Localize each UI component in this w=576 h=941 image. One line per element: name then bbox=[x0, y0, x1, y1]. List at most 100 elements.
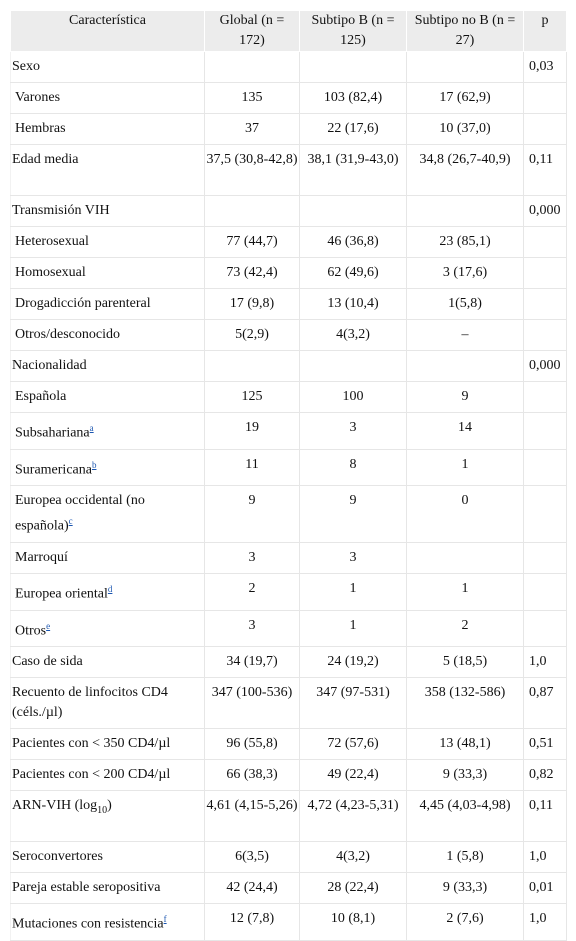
cell-subtype-b: 4(3,2) bbox=[299, 841, 407, 874]
table-row: Pacientes con < 200 CD4/µl 66 (38,3) 49 … bbox=[10, 759, 567, 792]
footnote-link[interactable]: e bbox=[46, 620, 51, 631]
cell-subtype-non-b: 4,45 (4,03-4,98) bbox=[406, 790, 524, 843]
cell-p-value bbox=[523, 226, 567, 258]
cell-global: 77 (44,7) bbox=[204, 226, 300, 258]
footnote-link[interactable]: d bbox=[107, 583, 113, 594]
table-row: Sexo 0,03 bbox=[10, 51, 567, 83]
row-label-text: Europea occidental (no española) bbox=[15, 493, 145, 534]
cell-subtype-b: 4,72 (4,23-5,31) bbox=[299, 790, 407, 843]
row-label: Otros/desconocido bbox=[10, 319, 205, 351]
footnote-link[interactable]: f bbox=[163, 914, 167, 925]
row-label: Pacientes con < 350 CD4/µl bbox=[10, 728, 205, 761]
cell-subtype-non-b: 1 (5,8) bbox=[406, 841, 524, 874]
cell-global: 3 bbox=[204, 542, 300, 574]
cell-subtype-b: 24 (19,2) bbox=[299, 646, 407, 679]
header-row: Característica Global (n = 172) Subtipo … bbox=[10, 10, 567, 52]
row-label: Hembras bbox=[10, 113, 205, 145]
table-row: Suramericanab 11 8 1 bbox=[10, 449, 567, 487]
row-label: Homosexual bbox=[10, 257, 205, 289]
cell-subtype-b: 10 (8,1) bbox=[299, 903, 407, 941]
footnote-link[interactable]: b bbox=[91, 459, 97, 470]
cell-subtype-b bbox=[299, 195, 407, 227]
row-label: Marroquí bbox=[10, 542, 205, 574]
cell-global: 37 bbox=[204, 113, 300, 145]
cell-subtype-b: 62 (49,6) bbox=[299, 257, 407, 289]
cell-global: 9 bbox=[204, 485, 300, 543]
cell-subtype-non-b bbox=[406, 51, 524, 83]
cell-p-value bbox=[523, 573, 567, 611]
cell-global: 11 bbox=[204, 449, 300, 487]
table-row: Pacientes con < 350 CD4/µl 96 (55,8) 72 … bbox=[10, 728, 567, 761]
cell-subtype-b: 9 bbox=[299, 485, 407, 543]
cell-p-value bbox=[523, 412, 567, 450]
cell-subtype-non-b: 2 bbox=[406, 610, 524, 648]
row-label: Edad media bbox=[10, 144, 205, 196]
table-row: Otrose 3 1 2 bbox=[10, 610, 567, 648]
cell-subtype-non-b: 358 (132-586) bbox=[406, 677, 524, 730]
cell-p-value: 0,82 bbox=[523, 759, 567, 792]
cell-global: 3 bbox=[204, 610, 300, 648]
cell-global: 17 (9,8) bbox=[204, 288, 300, 320]
table-row: Homosexual 73 (42,4) 62 (49,6) 3 (17,6) bbox=[10, 257, 567, 289]
cell-subtype-b: 103 (82,4) bbox=[299, 82, 407, 114]
table-row: Europea occidental (no española)c 9 9 0 bbox=[10, 485, 567, 543]
cell-subtype-non-b: 17 (62,9) bbox=[406, 82, 524, 114]
row-label: Seroconvertores bbox=[10, 841, 205, 874]
table-row: Pareja estable seropositiva 42 (24,4) 28… bbox=[10, 872, 567, 905]
cell-subtype-non-b: 23 (85,1) bbox=[406, 226, 524, 258]
cell-subtype-b: 49 (22,4) bbox=[299, 759, 407, 792]
cell-p-value: 0,51 bbox=[523, 728, 567, 761]
row-label: Varones bbox=[10, 82, 205, 114]
row-label: Suramericanab bbox=[10, 449, 205, 487]
table-row: Seroconvertores 6(3,5) 4(3,2) 1 (5,8) 1,… bbox=[10, 841, 567, 874]
cell-p-value: 0,000 bbox=[523, 350, 567, 382]
header-subtype-b: Subtipo B (n = 125) bbox=[299, 10, 407, 52]
table-row: Subsaharianaa 19 3 14 bbox=[10, 412, 567, 450]
cell-subtype-non-b: 1 bbox=[406, 449, 524, 487]
cell-subtype-non-b: – bbox=[406, 319, 524, 351]
cell-subtype-non-b: 34,8 (26,7-40,9) bbox=[406, 144, 524, 196]
cell-global: 42 (24,4) bbox=[204, 872, 300, 905]
table-row: Varones 135 103 (82,4) 17 (62,9) bbox=[10, 82, 567, 114]
cell-p-value bbox=[523, 288, 567, 320]
row-label-end: ) bbox=[107, 798, 112, 814]
cell-global: 12 (7,8) bbox=[204, 903, 300, 941]
row-label: Heterosexual bbox=[10, 226, 205, 258]
cell-subtype-b: 13 (10,4) bbox=[299, 288, 407, 320]
row-label: Otrose bbox=[10, 610, 205, 648]
table-row: Hembras 37 22 (17,6) 10 (37,0) bbox=[10, 113, 567, 145]
footnote-link[interactable]: c bbox=[68, 516, 73, 527]
row-label: Sexo bbox=[10, 51, 205, 83]
cell-subtype-b: 4(3,2) bbox=[299, 319, 407, 351]
cell-global: 347 (100-536) bbox=[204, 677, 300, 730]
cell-subtype-b: 22 (17,6) bbox=[299, 113, 407, 145]
cell-global: 135 bbox=[204, 82, 300, 114]
cell-subtype-non-b: 9 bbox=[406, 381, 524, 413]
cell-global: 125 bbox=[204, 381, 300, 413]
cell-subtype-non-b: 1 bbox=[406, 573, 524, 611]
table-row: Drogadicción parenteral 17 (9,8) 13 (10,… bbox=[10, 288, 567, 320]
table-row: Edad media 37,5 (30,8-42,8) 38,1 (31,9-4… bbox=[10, 144, 567, 196]
cell-global: 4,61 (4,15-5,26) bbox=[204, 790, 300, 843]
cell-p-value: 0,87 bbox=[523, 677, 567, 730]
row-label-text: Subsahariana bbox=[15, 425, 90, 441]
cell-global bbox=[204, 350, 300, 382]
header-characteristic: Característica bbox=[10, 10, 205, 52]
cell-global: 34 (19,7) bbox=[204, 646, 300, 679]
row-label: Drogadicción parenteral bbox=[10, 288, 205, 320]
log-subscript: 10 bbox=[97, 805, 108, 817]
table-row: Española 125 100 9 bbox=[10, 381, 567, 413]
cell-subtype-non-b: 0 bbox=[406, 485, 524, 543]
table-row: Recuento de linfocitos CD4 (céls./µl) 34… bbox=[10, 677, 567, 730]
cell-p-value: 1,0 bbox=[523, 646, 567, 679]
cell-subtype-b: 8 bbox=[299, 449, 407, 487]
row-label: Mutaciones con resistenciaf bbox=[10, 903, 205, 941]
table-row: Nacionalidad 0,000 bbox=[10, 350, 567, 382]
footnote-link[interactable]: a bbox=[89, 423, 94, 433]
cell-subtype-non-b: 13 (48,1) bbox=[406, 728, 524, 761]
row-label: ARN-VIH (log10) bbox=[10, 790, 205, 843]
cell-p-value bbox=[523, 257, 567, 289]
table-row: Otros/desconocido 5(2,9) 4(3,2) – bbox=[10, 319, 567, 351]
cell-subtype-b: 72 (57,6) bbox=[299, 728, 407, 761]
cell-global bbox=[204, 51, 300, 83]
